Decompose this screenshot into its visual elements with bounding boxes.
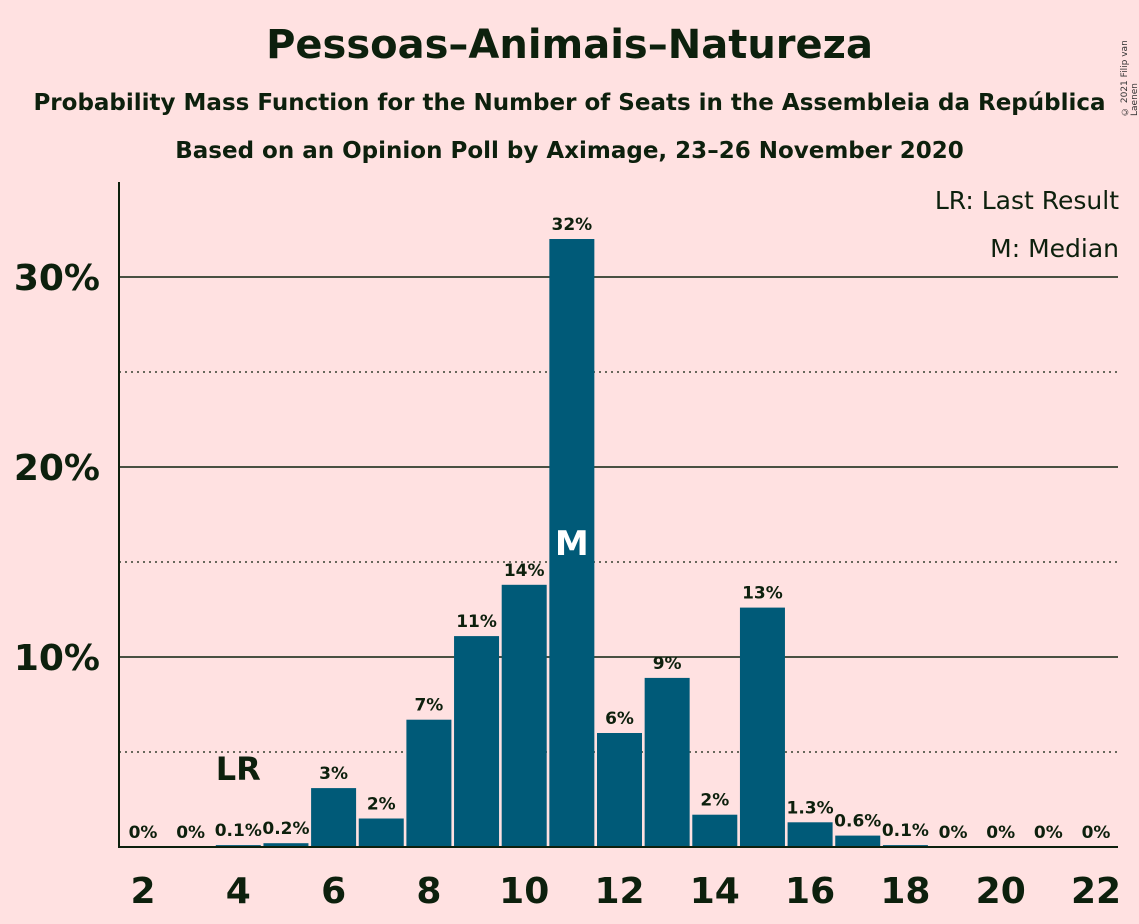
x-tick-label: 6 bbox=[321, 871, 346, 912]
data-label: 0% bbox=[986, 823, 1015, 843]
legend-median: M: Median bbox=[990, 234, 1119, 263]
data-label: 13% bbox=[742, 584, 783, 604]
bar-6 bbox=[311, 788, 357, 847]
data-label: 2% bbox=[700, 791, 729, 811]
data-label: 3% bbox=[319, 764, 348, 784]
bar-16 bbox=[787, 822, 833, 847]
y-tick-label: 20% bbox=[14, 448, 100, 489]
data-label: 0.1% bbox=[882, 821, 929, 841]
data-label: 0.1% bbox=[215, 821, 262, 841]
x-tick-label: 16 bbox=[785, 871, 835, 912]
bar-17 bbox=[835, 835, 881, 847]
data-label: 32% bbox=[551, 215, 592, 235]
x-tick-label: 8 bbox=[416, 871, 441, 912]
bar-13 bbox=[644, 677, 690, 847]
y-tick-label: 10% bbox=[14, 638, 100, 679]
x-tick-label: 10 bbox=[499, 871, 549, 912]
legend-last-result: LR: Last Result bbox=[934, 186, 1119, 215]
chart-subtitle-source: Based on an Opinion Poll by Aximage, 23–… bbox=[175, 138, 964, 164]
data-label: 0.6% bbox=[834, 812, 881, 832]
data-label: 0% bbox=[1034, 823, 1063, 843]
data-label: 0% bbox=[1082, 823, 1111, 843]
bar-9 bbox=[454, 636, 500, 847]
x-tick-label: 2 bbox=[130, 871, 155, 912]
bar-7 bbox=[358, 818, 404, 847]
bar-8 bbox=[406, 719, 452, 847]
chart-title: Pessoas–Animais–Natureza bbox=[266, 22, 873, 68]
x-tick-label: 12 bbox=[594, 871, 644, 912]
data-label: 0% bbox=[176, 823, 205, 843]
y-tick-label: 30% bbox=[14, 258, 100, 299]
data-label: 1.3% bbox=[787, 798, 834, 818]
x-tick-label: 22 bbox=[1071, 871, 1121, 912]
data-label: 6% bbox=[605, 709, 634, 729]
data-label: 11% bbox=[456, 612, 497, 632]
bar-14 bbox=[692, 814, 738, 847]
bar-5 bbox=[263, 843, 309, 847]
data-label: 0% bbox=[129, 823, 158, 843]
data-label: 14% bbox=[504, 561, 545, 581]
bar-12 bbox=[597, 733, 642, 847]
x-tick-label: 4 bbox=[226, 871, 251, 912]
x-tick-label: 14 bbox=[690, 871, 740, 912]
data-label: 2% bbox=[367, 795, 396, 815]
data-label: 0.2% bbox=[262, 819, 309, 839]
last-result-marker: LR bbox=[216, 750, 261, 788]
data-label: 9% bbox=[653, 654, 682, 674]
bar-11 bbox=[549, 239, 595, 847]
median-marker: M bbox=[555, 524, 589, 564]
data-label: 0% bbox=[939, 823, 968, 843]
x-tick-label: 18 bbox=[880, 871, 930, 912]
x-tick-label: 20 bbox=[976, 871, 1026, 912]
bar-15 bbox=[739, 607, 785, 847]
bar-10 bbox=[501, 584, 547, 847]
data-label: 7% bbox=[414, 696, 443, 716]
chart-subtitle: Probability Mass Function for the Number… bbox=[33, 90, 1106, 116]
